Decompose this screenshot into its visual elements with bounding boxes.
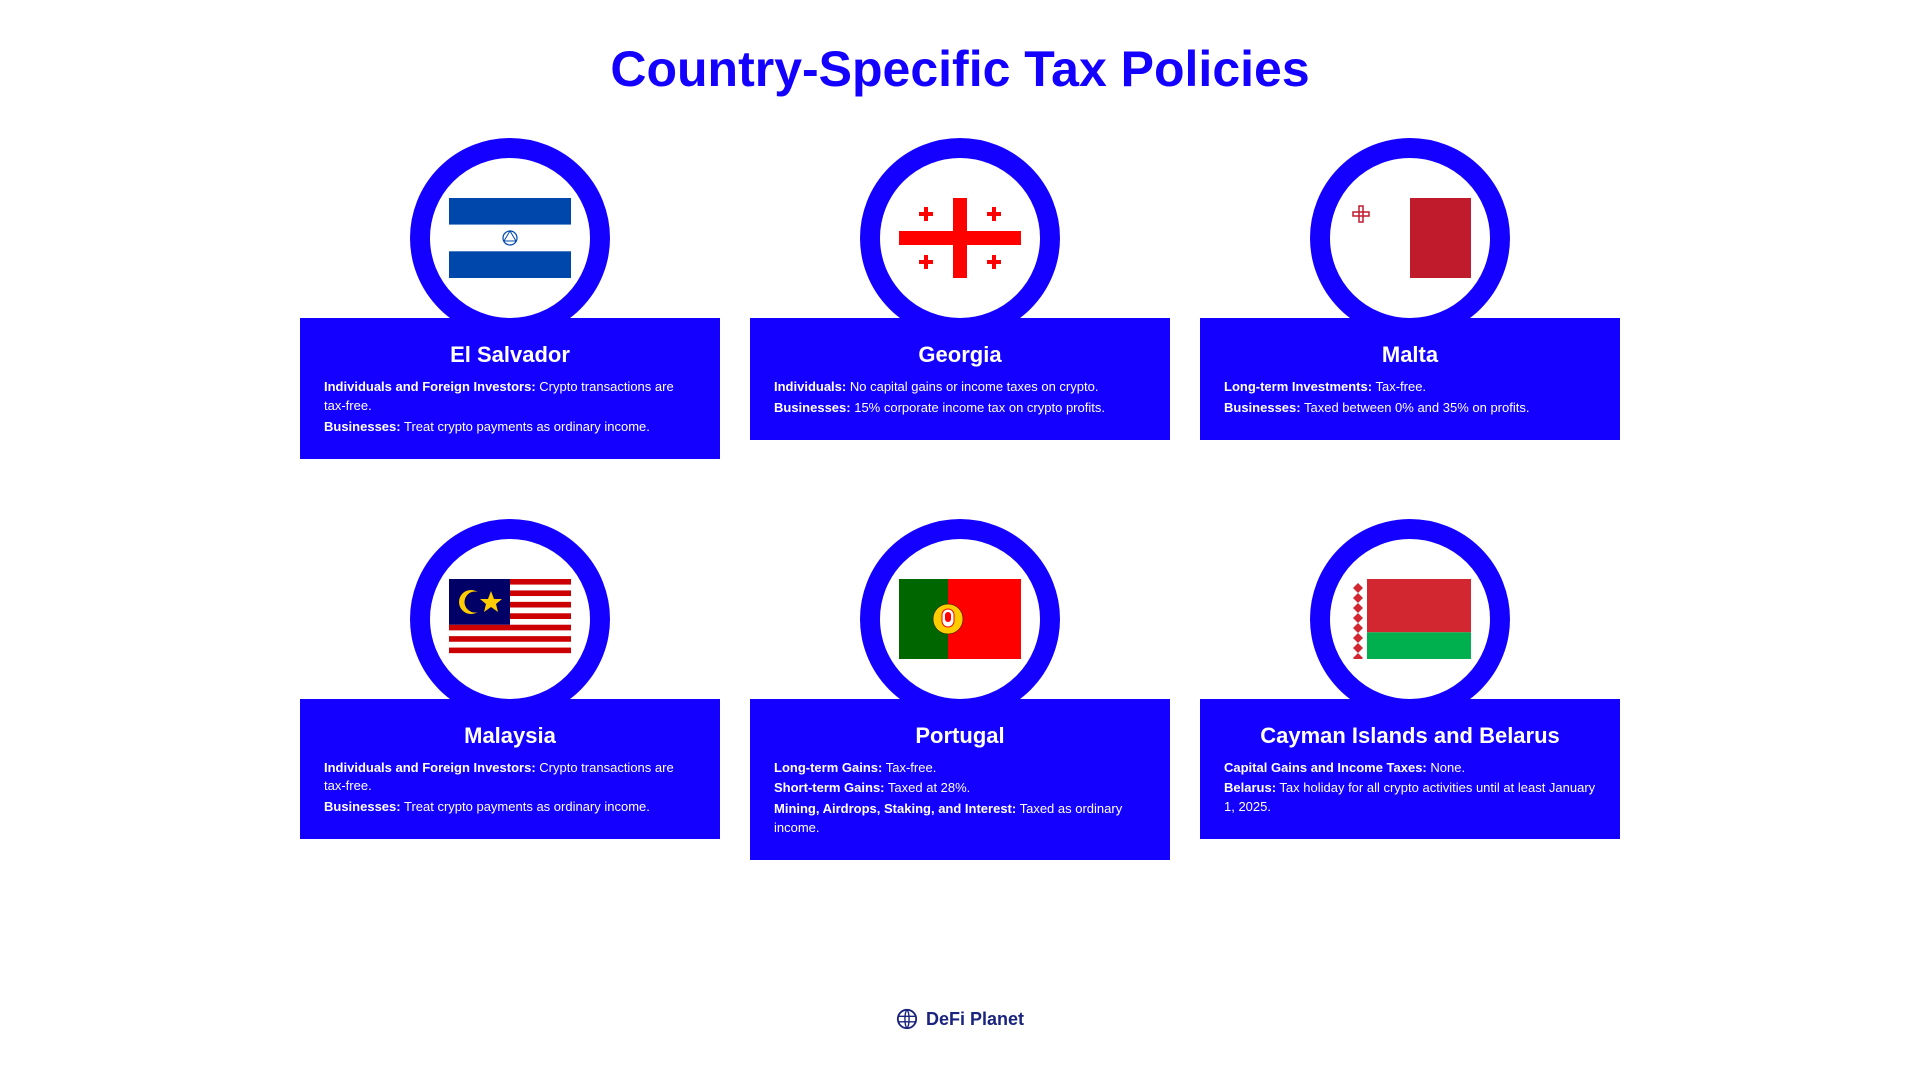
flag-ring [860,138,1060,338]
policy-list: Long-term Investments: Tax-free. Busines… [1224,378,1596,418]
policy-label: Short-term Gains: [774,780,885,795]
policy-line: Individuals and Foreign Investors: Crypt… [324,759,696,797]
policy-label: Long-term Investments: [1224,379,1372,394]
policy-label: Businesses: [324,419,401,434]
flag-ring [410,519,610,719]
country-name: Malta [1224,342,1596,368]
policy-line: Long-term Gains: Tax-free. [774,759,1146,778]
policy-text: Tax holiday for all crypto activities un… [1224,780,1595,814]
flag-ring [410,138,610,338]
policy-list: Long-term Gains: Tax-free. Short-term Ga… [774,759,1146,838]
belarus-flag-icon [1349,579,1471,659]
flag-ring [1310,138,1510,338]
policy-label: Businesses: [324,799,401,814]
policy-text: None. [1430,760,1465,775]
policy-line: Businesses: 15% corporate income tax on … [774,399,1146,418]
globe-icon [896,1008,918,1030]
policy-line: Businesses: Treat crypto payments as ord… [324,418,696,437]
policy-list: Capital Gains and Income Taxes: None. Be… [1224,759,1596,818]
policy-line: Capital Gains and Income Taxes: None. [1224,759,1596,778]
policy-text: Taxed at 28%. [888,780,970,795]
policy-list: Individuals and Foreign Investors: Crypt… [324,759,696,818]
country-card-portugal: Portugal Long-term Gains: Tax-free. Shor… [750,519,1170,860]
policy-line: Businesses: Treat crypto payments as ord… [324,798,696,817]
country-name: Malaysia [324,723,696,749]
policy-label: Individuals and Foreign Investors: [324,379,536,394]
malaysia-flag-icon [449,579,571,659]
country-name: Cayman Islands and Belarus [1224,723,1596,749]
country-card-malaysia: Malaysia Individuals and Foreign Investo… [300,519,720,860]
flag-ring [1310,519,1510,719]
policy-line: Mining, Airdrops, Staking, and Interest:… [774,800,1146,838]
country-name: Georgia [774,342,1146,368]
policy-line: Individuals and Foreign Investors: Crypt… [324,378,696,416]
policy-text: Taxed between 0% and 35% on profits. [1304,400,1529,415]
policy-list: Individuals and Foreign Investors: Crypt… [324,378,696,437]
policy-line: Long-term Investments: Tax-free. [1224,378,1596,397]
policy-list: Individuals: No capital gains or income … [774,378,1146,418]
policy-text: Tax-free. [886,760,937,775]
policy-label: Businesses: [774,400,851,415]
policy-box: Portugal Long-term Gains: Tax-free. Shor… [750,699,1170,860]
policy-label: Capital Gains and Income Taxes: [1224,760,1427,775]
country-card-malta: Malta Long-term Investments: Tax-free. B… [1200,138,1620,459]
policy-text: No capital gains or income taxes on cryp… [850,379,1099,394]
policy-box: Cayman Islands and Belarus Capital Gains… [1200,699,1620,840]
policy-text: 15% corporate income tax on crypto profi… [854,400,1105,415]
policy-label: Belarus: [1224,780,1276,795]
policy-label: Long-term Gains: [774,760,882,775]
policy-line: Short-term Gains: Taxed at 28%. [774,779,1146,798]
policy-label: Mining, Airdrops, Staking, and Interest: [774,801,1016,816]
georgia-flag-icon [899,198,1021,278]
footer-text: DeFi Planet [926,1009,1024,1030]
policy-box: Malaysia Individuals and Foreign Investo… [300,699,720,840]
policy-text: Treat crypto payments as ordinary income… [404,799,650,814]
country-card-el-salvador: El Salvador Individuals and Foreign Inve… [300,138,720,459]
policy-label: Businesses: [1224,400,1301,415]
portugal-flag-icon [899,579,1021,659]
policy-line: Businesses: Taxed between 0% and 35% on … [1224,399,1596,418]
el-salvador-flag-icon [449,198,571,278]
policy-label: Individuals and Foreign Investors: [324,760,536,775]
country-card-cayman-belarus: Cayman Islands and Belarus Capital Gains… [1200,519,1620,860]
country-grid: El Salvador Individuals and Foreign Inve… [0,138,1920,860]
policy-label: Individuals: [774,379,846,394]
policy-box: El Salvador Individuals and Foreign Inve… [300,318,720,459]
page-title: Country-Specific Tax Policies [0,40,1920,98]
flag-ring [860,519,1060,719]
footer-brand: DeFi Planet [0,1008,1920,1030]
policy-text: Treat crypto payments as ordinary income… [404,419,650,434]
policy-line: Belarus: Tax holiday for all crypto acti… [1224,779,1596,817]
country-name: El Salvador [324,342,696,368]
country-card-georgia: Georgia Individuals: No capital gains or… [750,138,1170,459]
malta-flag-icon [1349,198,1471,278]
policy-line: Individuals: No capital gains or income … [774,378,1146,397]
country-name: Portugal [774,723,1146,749]
policy-text: Tax-free. [1375,379,1426,394]
